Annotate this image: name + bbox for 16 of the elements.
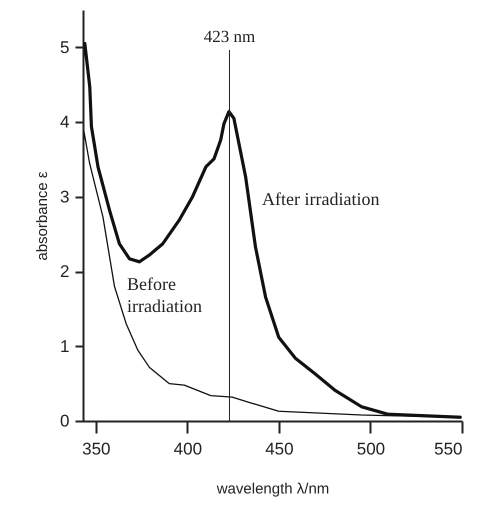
y-tick-label: 3 [60,187,70,206]
x-tick-label: 550 [434,440,462,458]
x-tick-label: 350 [82,440,111,458]
series-label: After irradiation [262,189,380,209]
x-axis-title: wavelength λ/nm [216,480,330,498]
y-tick-label: 1 [60,336,70,356]
series-label: Before irradiation [127,274,202,316]
x-tick-label: 400 [174,440,202,458]
y-tick-label: 5 [60,38,70,57]
y-tick-label: 0 [60,412,70,430]
x-tick-label: 500 [356,440,386,458]
ref-line-label: 423 nm [204,27,256,46]
y-tick-label: 2 [60,262,70,282]
y-tick-label: 4 [60,112,70,132]
x-tick-label: 450 [265,440,294,458]
y-axis-title: absorbance ε [34,171,52,261]
